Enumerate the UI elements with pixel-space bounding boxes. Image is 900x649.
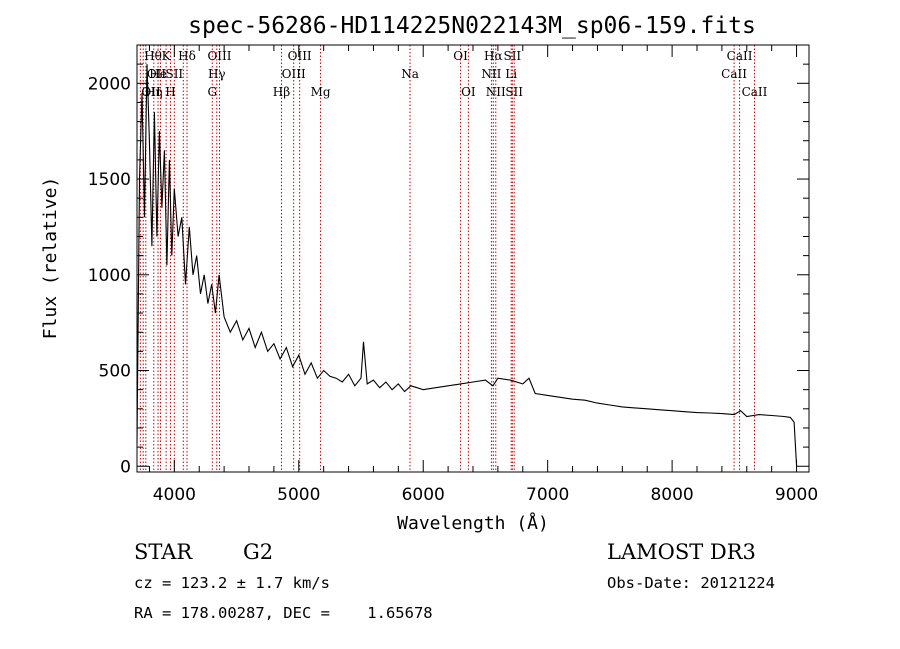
line-marker-label: Na <box>401 67 419 81</box>
line-marker-label: Hα <box>484 49 503 63</box>
line-marker-label: G <box>207 85 217 99</box>
x-tick-label: 5000 <box>277 485 320 505</box>
chart-title: spec-56286-HD114225N022143M_sp06-159.fit… <box>188 13 756 39</box>
line-marker-label: H <box>165 85 175 99</box>
x-axis-label: Wavelength (Å) <box>397 512 549 534</box>
x-tick-label: 7000 <box>526 485 569 505</box>
line-marker-label: CaII <box>727 49 753 63</box>
y-tick-label: 500 <box>99 362 131 382</box>
survey-name: LAMOST DR3 <box>607 540 756 564</box>
line-marker-label: Hδ <box>178 49 196 63</box>
line-marker-label: Hβ <box>273 85 290 99</box>
x-axis-ticks: 4000 5000 6000 7000 8000 9000 <box>148 45 818 505</box>
line-marker-label: Hθ <box>144 49 162 63</box>
line-marker-label: Hγ <box>208 67 226 81</box>
y-tick-label: 1500 <box>88 170 131 190</box>
line-marker-label: OI <box>453 49 468 63</box>
line-marker-label: Hη <box>145 85 163 99</box>
line-marker-label: OIII <box>282 67 306 81</box>
x-tick-label: 4000 <box>153 485 196 505</box>
y-axis-label: Flux (relative) <box>40 177 61 340</box>
line-marker-label: NII <box>481 67 501 81</box>
y-axis-ticks: 0 500 1000 1500 2000 <box>88 44 809 477</box>
redshift-cz: cz = 123.2 ± 1.7 km/s <box>134 574 330 592</box>
x-tick-label: 6000 <box>402 485 445 505</box>
line-marker-label: K <box>162 49 172 63</box>
observation-date: Obs-Date: 20121224 <box>607 574 775 592</box>
line-marker-label: Mg <box>311 85 331 99</box>
line-marker-label: SII <box>505 85 523 99</box>
object-class: STAR <box>134 540 193 564</box>
y-tick-label: 2000 <box>88 74 131 94</box>
line-marker-label: SII <box>503 49 521 63</box>
line-marker-label: OIII <box>207 49 231 63</box>
line-marker-label: CaII <box>742 85 768 99</box>
plot-frame <box>136 44 810 473</box>
line-marker-label: Li <box>505 67 517 81</box>
object-subclass: G2 <box>243 540 273 564</box>
line-marker-label: CaII <box>721 67 747 81</box>
line-marker-label: OII <box>147 67 167 81</box>
y-tick-label: 1000 <box>88 266 131 286</box>
x-tick-label: 8000 <box>650 485 693 505</box>
line-marker-label: NII <box>486 85 506 99</box>
y-tick-label: 0 <box>120 457 131 477</box>
spectral-line-markers <box>139 45 755 472</box>
line-marker-label: SII <box>165 67 183 81</box>
line-marker-label: OI <box>461 85 476 99</box>
line-marker-label: OIII <box>288 49 312 63</box>
spectral-line-labels: OIIHθOIIHηHeKHSIIHδGHγOIIIHβOIIIOIIIMgNa… <box>141 49 767 99</box>
x-tick-label: 9000 <box>775 485 818 505</box>
flux-series-line <box>136 64 798 467</box>
coordinates: RA = 178.00287, DEC = 1.65678 <box>134 604 433 622</box>
line-marker-label: He <box>149 67 167 81</box>
